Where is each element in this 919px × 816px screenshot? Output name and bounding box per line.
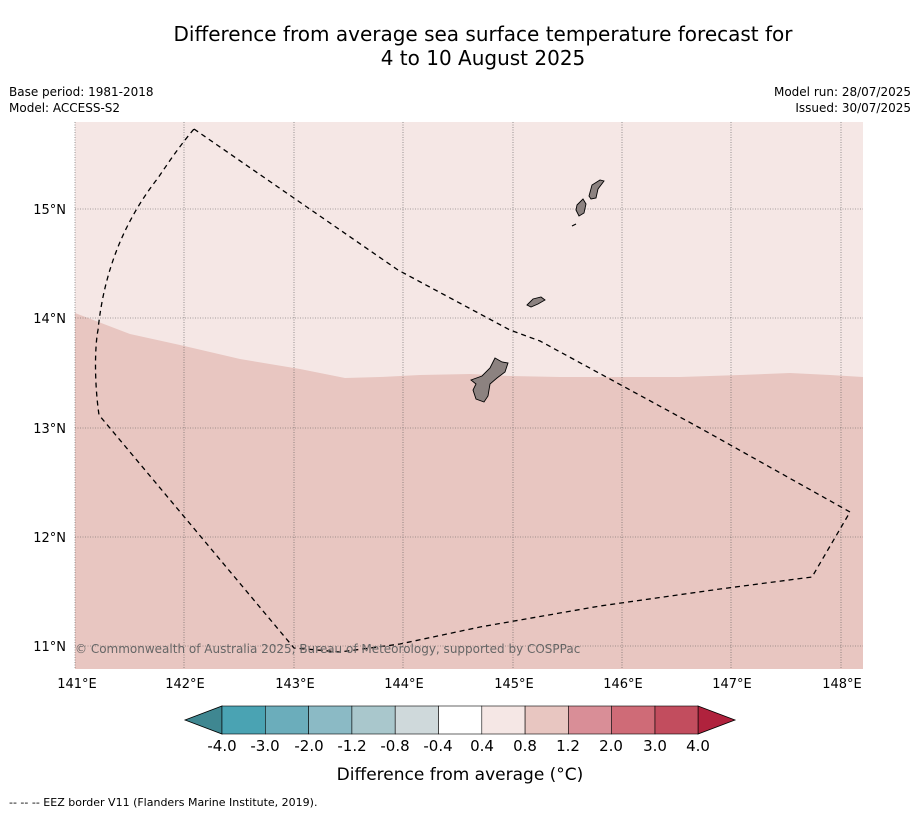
lon-label-145: 145°E — [494, 677, 534, 692]
colorbar-label-2: -3.0 — [250, 737, 279, 755]
colorbar-bin-9 — [568, 705, 613, 735]
base-period-text: Base period: 1981-2018 — [9, 85, 154, 99]
colorbar-labels: -4.0 -3.0 -2.0 -1.2 -0.8 -0.4 0.4 0.8 1.… — [207, 737, 710, 755]
lon-label-143: 143°E — [275, 677, 315, 692]
lon-label-148: 148°E — [822, 677, 862, 692]
lon-label-147: 147°E — [712, 677, 752, 692]
model-text: Model: ACCESS-S2 — [9, 101, 121, 115]
issued-text: Issued: 30/07/2025 — [795, 101, 911, 115]
colorbar-bin-2 — [264, 705, 309, 735]
gridlines — [74, 122, 863, 669]
lon-label-146: 146°E — [603, 677, 643, 692]
lat-label-12: 12°N — [33, 531, 66, 546]
colorbar-bin-7 — [481, 705, 526, 735]
colorbar-label-8: 0.8 — [513, 737, 537, 755]
colorbar-bin-11 — [654, 705, 699, 735]
longitude-labels: 141°E 142°E 143°E 144°E 145°E 146°E 147°… — [57, 677, 862, 692]
colorbar-label-4: -1.2 — [337, 737, 366, 755]
colorbar-bin-5 — [394, 705, 439, 735]
colorbar-label-12: 4.0 — [686, 737, 710, 755]
colorbar-label-1: -4.0 — [207, 737, 236, 755]
colorbar-title: Difference from average (°C) — [337, 765, 584, 785]
title-line-2: 4 to 10 August 2025 — [380, 46, 586, 70]
map-panel: © Commonwealth of Australia 2025, Bureau… — [74, 122, 863, 669]
colorbar-label-10: 2.0 — [599, 737, 623, 755]
colorbar-bin-8 — [524, 705, 569, 735]
guam-island — [470, 357, 509, 403]
title-line-1: Difference from average sea surface temp… — [173, 22, 793, 46]
lat-label-14: 14°N — [33, 312, 66, 327]
model-run-text: Model run: 28/07/2025 — [773, 85, 911, 99]
anomaly-region-south — [75, 313, 863, 669]
colorbar-label-11: 3.0 — [643, 737, 667, 755]
colorbar: -4.0 -3.0 -2.0 -1.2 -0.8 -0.4 0.4 0.8 1.… — [183, 705, 737, 785]
colorbar-under-arrow — [183, 705, 223, 735]
saipan-island — [588, 179, 605, 200]
colorbar-label-3: -2.0 — [294, 737, 323, 755]
colorbar-bin-3 — [308, 705, 353, 735]
colorbar-over-arrow — [697, 705, 737, 735]
colorbar-bin-6 — [438, 705, 483, 735]
lon-label-144: 144°E — [384, 677, 424, 692]
eez-footnote: -- -- -- EEZ border V11 (Flanders Marine… — [9, 796, 318, 809]
lon-label-142: 142°E — [165, 677, 205, 692]
aguijan-island — [571, 223, 577, 227]
chart-title: Difference from average sea surface temp… — [0, 22, 919, 70]
lat-label-13: 13°N — [33, 422, 66, 437]
colorbar-bin-1 — [221, 705, 266, 735]
colorbar-label-5: -0.8 — [380, 737, 409, 755]
tinian-island — [575, 198, 587, 217]
meta-right: Model run: 28/07/2025 Issued: 30/07/2025 — [774, 84, 911, 116]
lon-label-141: 141°E — [57, 677, 97, 692]
colorbar-label-9: 1.2 — [556, 737, 580, 755]
meta-left: Base period: 1981-2018 Model: ACCESS-S2 — [9, 84, 154, 116]
lat-label-11: 11°N — [33, 640, 66, 655]
latitude-labels: 15°N 14°N 13°N 12°N 11°N — [33, 203, 66, 655]
eez-border — [94, 128, 851, 653]
colorbar-bin-10 — [611, 705, 656, 735]
copyright-credit: © Commonwealth of Australia 2025, Bureau… — [75, 642, 580, 656]
colorbar-bin-4 — [351, 705, 396, 735]
lat-label-15: 15°N — [33, 203, 66, 218]
colorbar-label-7: 0.4 — [470, 737, 494, 755]
colorbar-label-6: -0.4 — [423, 737, 452, 755]
rota-island — [526, 296, 546, 308]
